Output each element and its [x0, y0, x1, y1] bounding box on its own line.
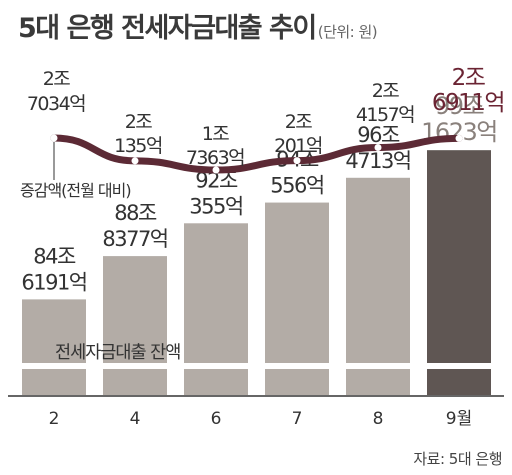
category-label-1: 2	[49, 409, 60, 429]
bar-value-label-2-line2: 8377억	[102, 227, 167, 251]
category-label-3: 6	[211, 409, 222, 429]
line-marker-6	[455, 134, 463, 142]
bar-value-label-2-line1: 88조	[114, 201, 157, 225]
category-label-2: 4	[130, 409, 141, 429]
unit-label: (단위: 원)	[317, 23, 378, 41]
line-value-label-6-line1: 2조	[452, 65, 485, 91]
chart-title: 5대 은행 전세자금대출 추이 (단위: 원)	[18, 6, 378, 45]
category-label-4: 7	[292, 409, 303, 429]
line-marker-4	[293, 157, 301, 165]
line-marker-5	[374, 144, 382, 152]
bar-4	[265, 202, 329, 395]
line-value-label-3-line2: 7363억	[186, 147, 244, 169]
bar-2	[103, 256, 167, 395]
bar-value-label-5-line1: 96조	[357, 123, 400, 147]
bar-series-label: 전세자금대출 잔액	[55, 343, 180, 363]
line-series-path	[50, 134, 463, 174]
bar-6	[427, 150, 491, 395]
line-value-label-6-line2: 6911억	[432, 90, 504, 116]
category-label-6: 9월	[446, 409, 472, 429]
line-marker-3	[212, 166, 220, 174]
line-value-label-4-line2: 201억	[274, 135, 322, 157]
bar-value-label-4-line2: 556억	[270, 174, 323, 198]
line-marker-1	[50, 134, 58, 142]
bar-value-label-1-line1: 84조	[33, 244, 76, 268]
bar-5	[346, 177, 410, 395]
line-value-label-3-line1: 1조	[202, 123, 230, 145]
title-text: 5대 은행 전세자금대출 추이	[18, 13, 317, 44]
line-value-label-2-line2: 135억	[114, 135, 162, 157]
line-value-label-2-line1: 2조	[125, 111, 153, 133]
bar-value-label-1-line2: 6191억	[21, 270, 86, 294]
bar-value-label-3-line2: 355억	[189, 194, 242, 218]
line-series-label: 증감액(전월 대비)	[20, 181, 131, 200]
source-label: 자료: 5대 은행	[413, 450, 502, 468]
line-value-label-1-line1: 2조	[43, 68, 71, 90]
line-marker-2	[131, 157, 139, 165]
bar-3	[184, 223, 248, 395]
line-value-label-5-line2: 4157억	[356, 104, 414, 126]
line-value-label-4-line1: 2조	[285, 111, 313, 133]
category-label-5: 8	[373, 409, 384, 429]
bar-value-label-6-line1: 99조	[435, 92, 484, 120]
axis-break-band	[0, 363, 512, 369]
bar-1	[22, 299, 86, 395]
line-value-label-1-line2: 7034억	[27, 93, 85, 115]
bar-value-label-5-line2: 4713억	[345, 149, 410, 173]
line-value-label-5-line1: 2조	[372, 80, 400, 102]
